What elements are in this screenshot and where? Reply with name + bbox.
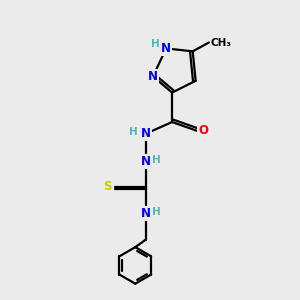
Text: N: N bbox=[141, 207, 151, 220]
Text: H: H bbox=[152, 155, 161, 165]
Text: N: N bbox=[141, 155, 151, 168]
Text: S: S bbox=[103, 180, 112, 193]
Text: H: H bbox=[151, 39, 159, 49]
Text: H: H bbox=[129, 127, 138, 137]
Text: N: N bbox=[148, 70, 158, 83]
Text: N: N bbox=[141, 127, 151, 140]
Text: N: N bbox=[161, 42, 171, 55]
Text: CH₃: CH₃ bbox=[210, 38, 231, 47]
Text: H: H bbox=[152, 207, 161, 217]
Text: O: O bbox=[198, 124, 208, 137]
